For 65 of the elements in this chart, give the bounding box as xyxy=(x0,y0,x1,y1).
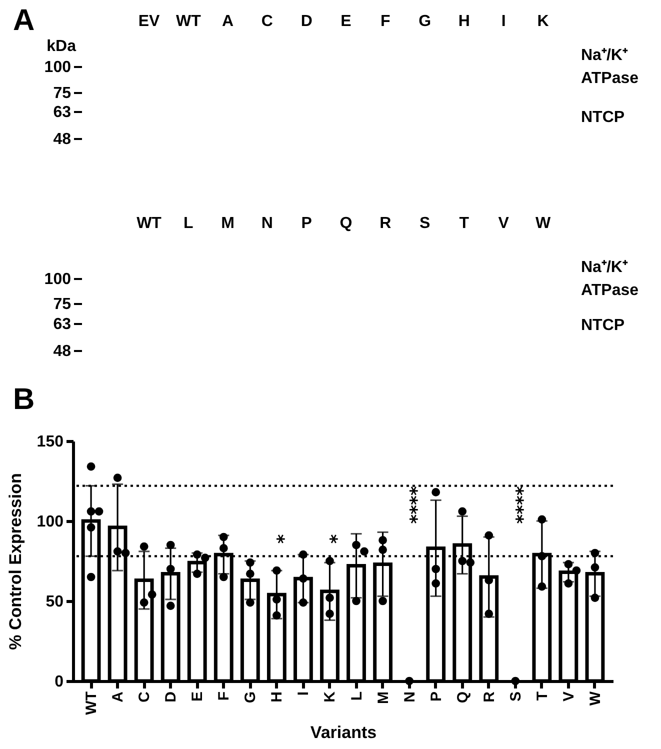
category-label: G xyxy=(418,13,432,30)
x-tick-label: Q xyxy=(454,691,472,704)
category-label: M xyxy=(221,215,234,232)
category-label: P xyxy=(301,215,312,232)
text: 48 xyxy=(53,343,72,360)
chart-title: B xyxy=(13,383,35,416)
x-tick-label: E xyxy=(189,692,206,702)
x-tick-label: R xyxy=(480,691,498,702)
text: 63 xyxy=(53,316,72,333)
category-label: WT xyxy=(176,13,202,30)
y-tick-label: 50 xyxy=(46,594,64,610)
text: kDa xyxy=(46,38,76,55)
category-label: F xyxy=(380,13,391,30)
category-label: WT xyxy=(136,215,162,232)
x-tick-label: W xyxy=(586,690,604,706)
category-label: C xyxy=(261,13,274,30)
category-label: W xyxy=(535,215,552,232)
x-tick-label: I xyxy=(295,692,312,696)
y-tick-label: 100 xyxy=(36,514,64,530)
x-tick-label: K xyxy=(322,691,339,702)
category-label: V xyxy=(498,215,510,232)
annotation: * xyxy=(320,534,341,544)
category-label: H xyxy=(458,13,470,30)
x-tick-label: M xyxy=(374,692,392,704)
x-axis-title: Variants xyxy=(310,722,377,742)
text: 48 xyxy=(53,131,72,148)
x-tick-label: V xyxy=(560,692,578,702)
x-tick-label: N xyxy=(401,692,418,702)
category-label: K xyxy=(537,13,550,30)
category-label: S xyxy=(419,215,430,232)
text: 63 xyxy=(53,104,72,121)
category-label: T xyxy=(459,215,470,232)
text: NTCP xyxy=(581,109,625,126)
category-label: Q xyxy=(340,215,352,232)
category-label: E xyxy=(340,13,352,30)
category-label: L xyxy=(184,215,194,232)
x-tick-label: C xyxy=(136,691,154,702)
text: NTCP xyxy=(581,317,625,334)
category-label: EV xyxy=(138,13,160,30)
category-label: N xyxy=(261,215,273,232)
text: A xyxy=(13,4,35,37)
x-tick-label: F xyxy=(216,692,233,701)
y-tick-label: 150 xyxy=(36,434,64,450)
category-label: D xyxy=(300,13,312,30)
text: Na⁺/K⁺ ATPase xyxy=(581,47,639,87)
x-tick-label: G xyxy=(242,692,260,704)
x-tick-label: S xyxy=(507,692,524,702)
x-tick-label: T xyxy=(534,692,551,701)
x-tick-label: L xyxy=(348,692,366,701)
category-label: I xyxy=(501,13,506,30)
text: Na⁺/K⁺ ATPase xyxy=(581,259,639,299)
annotation: **** xyxy=(505,486,526,524)
x-tick-label: D xyxy=(162,691,180,702)
annotation: **** xyxy=(399,486,420,524)
y-tick-label: 0 xyxy=(54,674,64,690)
x-tick-label: P xyxy=(428,692,445,702)
category-label: A xyxy=(222,13,234,30)
text: 75 xyxy=(53,85,72,102)
annotation: * xyxy=(266,534,288,544)
category-label: R xyxy=(380,215,392,232)
y-axis-title: % Control Expression xyxy=(6,473,25,650)
text: 75 xyxy=(53,296,72,313)
x-tick-label: H xyxy=(268,692,286,702)
x-tick-label: A xyxy=(110,691,127,702)
x-tick-label: WT xyxy=(83,692,100,715)
